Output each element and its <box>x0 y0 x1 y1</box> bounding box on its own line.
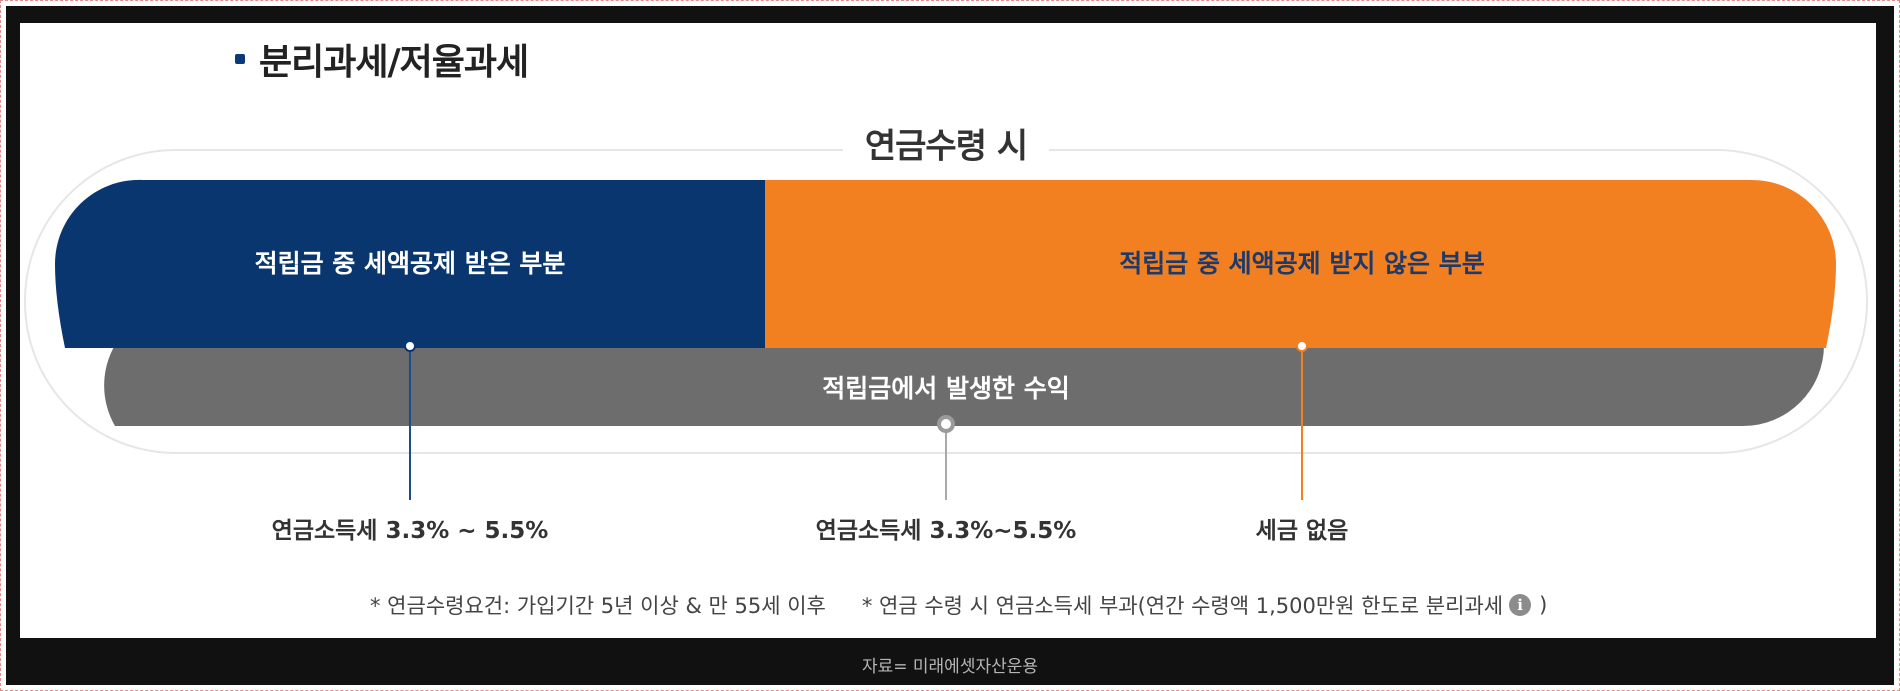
taxation-note-close: ) <box>1539 593 1548 617</box>
non-deducted-tax-label: 세금 없음 <box>1255 518 1349 544</box>
earnings-part-label: 적립금에서 발생한 수익 <box>822 374 1070 403</box>
info-icon[interactable]: i <box>1509 594 1532 616</box>
requirement-note: * 연금수령요건: 가입기간 5년 이상 & 만 55세 이후 <box>370 594 826 618</box>
non-deducted-segment <box>765 180 1836 348</box>
deducted-marker-dot <box>404 340 416 352</box>
deducted-tax-label: 연금소득세 3.3% ~ 5.5% <box>271 518 549 544</box>
deducted-segment <box>54 179 766 348</box>
deducted-part-label: 적립금 중 세액공제 받은 부분 <box>254 249 566 278</box>
earnings-bar <box>104 345 1824 426</box>
earnings-tax-label: 연금소득세 3.3%~5.5% <box>815 518 1077 544</box>
footnotes: * 연금수령요건: 가입기간 5년 이상 & 만 55세 이후 * 연금 수령 … <box>370 590 1547 620</box>
section-title: 분리과세/저율과세 <box>259 42 529 83</box>
taxation-note: * 연금 수령 시 연금소득세 부과(연간 수령액 1,500만원 한도로 분리… <box>861 594 1504 618</box>
non-deducted-marker-dot <box>1296 340 1308 352</box>
non-deducted-part-label: 적립금 중 세액공제 받지 않은 부분 <box>1119 249 1485 278</box>
square-bullet-icon <box>235 54 245 64</box>
source-credit: 자료= 미래에셋자산운용 <box>861 657 1039 677</box>
earnings-marker-dot <box>937 415 955 433</box>
section-heading: 분리과세/저율과세 <box>235 34 529 84</box>
diagram-caption: 연금수령 시 <box>842 118 1050 168</box>
